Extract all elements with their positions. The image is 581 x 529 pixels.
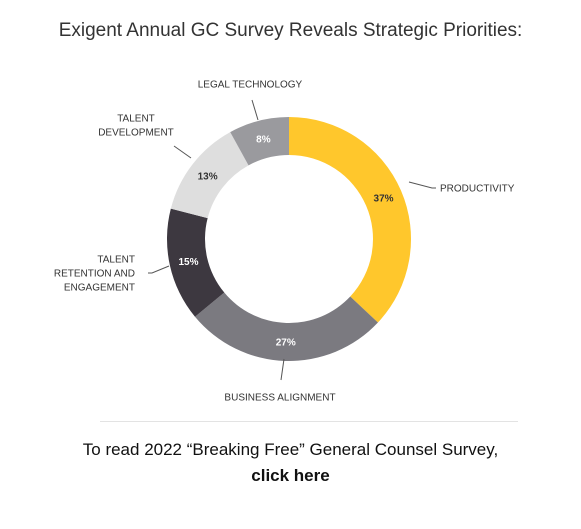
value-label-legal-technology: 8% bbox=[256, 135, 271, 146]
page-title: Exigent Annual GC Survey Reveals Strateg… bbox=[58, 20, 523, 41]
category-label-productivity: PRODUCTIVITY bbox=[440, 184, 515, 195]
leader-line-talent-development bbox=[173, 145, 192, 159]
slice-legal-technology bbox=[230, 117, 289, 166]
slice-business-alignment bbox=[194, 292, 378, 361]
divider bbox=[100, 421, 518, 422]
slice-productivity bbox=[289, 117, 411, 323]
value-label-talent-development: 13% bbox=[198, 171, 218, 182]
leader-line-business-alignment bbox=[280, 358, 285, 381]
category-label-talent-retention-and-engagement: TALENT RETENTION AND ENGAGEMENT bbox=[54, 255, 135, 294]
slice-talent-retention-and-engagement bbox=[167, 208, 225, 317]
value-label-productivity: 37% bbox=[374, 194, 394, 205]
cta-block: To read 2022 “Breaking Free” General Cou… bbox=[0, 437, 581, 489]
leader-line-talent-retention-and-engagement bbox=[148, 265, 170, 274]
click-here-link[interactable]: click here bbox=[251, 466, 330, 485]
slice-talent-development bbox=[170, 132, 249, 219]
category-label-legal-technology: LEGAL TECHNOLOGY bbox=[198, 80, 303, 91]
category-label-talent-development: TALENT DEVELOPMENT bbox=[98, 114, 174, 139]
cta-text: To read 2022 “Breaking Free” General Cou… bbox=[82, 440, 499, 459]
donut-chart: 37% PRODUCTIVITY 27% BUSINESS ALIGNMENT 15% T… bbox=[54, 80, 515, 404]
leader-line-productivity bbox=[408, 181, 436, 189]
value-label-business-alignment: 27% bbox=[276, 337, 296, 348]
value-label-talent-retention-and-engagement: 15% bbox=[178, 257, 198, 268]
category-label-business-alignment: BUSINESS ALIGNMENT bbox=[224, 393, 335, 404]
leader-line-legal-technology bbox=[251, 99, 259, 121]
